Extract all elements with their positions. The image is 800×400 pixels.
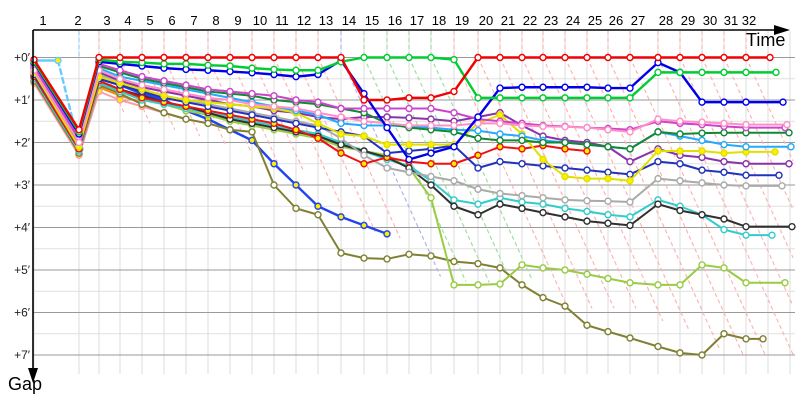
svg-text:14: 14 bbox=[342, 13, 356, 28]
svg-text:+5′: +5′ bbox=[14, 263, 31, 277]
axes bbox=[28, 25, 790, 383]
svg-text:10: 10 bbox=[253, 13, 267, 28]
svg-text:+6′: +6′ bbox=[14, 306, 31, 320]
svg-text:4: 4 bbox=[124, 13, 131, 28]
svg-text:30: 30 bbox=[703, 13, 717, 28]
svg-text:8: 8 bbox=[212, 13, 219, 28]
svg-text:+0′: +0′ bbox=[14, 51, 31, 65]
svg-text:25: 25 bbox=[588, 13, 602, 28]
svg-text:7: 7 bbox=[190, 13, 197, 28]
svg-text:16: 16 bbox=[388, 13, 402, 28]
svg-text:1: 1 bbox=[39, 13, 46, 28]
svg-text:22: 22 bbox=[523, 13, 537, 28]
y-axis-title: Gap bbox=[8, 374, 43, 394]
series-pink bbox=[30, 66, 791, 147]
svg-text:31: 31 bbox=[724, 13, 738, 28]
x-axis-tick-labels: 1 2 3 4 5 6 7 8 9 10 11 12 13 14 15 16 17 18 19 20 21 22 23 24 2… bbox=[39, 13, 756, 28]
svg-text:3: 3 bbox=[103, 13, 110, 28]
svg-text:11: 11 bbox=[275, 13, 289, 28]
svg-text:9: 9 bbox=[234, 13, 241, 28]
series-red bbox=[30, 53, 774, 134]
svg-text:+2′: +2′ bbox=[14, 136, 31, 150]
svg-text:29: 29 bbox=[681, 13, 695, 28]
svg-text:21: 21 bbox=[501, 13, 515, 28]
svg-text:+3′: +3′ bbox=[14, 178, 31, 192]
y-axis-tick-labels: +0′ +1′ +2′ +3′ +4′ +5′ +6′ +7′ bbox=[14, 51, 31, 363]
svg-text:24: 24 bbox=[566, 13, 580, 28]
svg-text:5: 5 bbox=[146, 13, 153, 28]
svg-text:28: 28 bbox=[659, 13, 673, 28]
svg-text:+7′: +7′ bbox=[14, 348, 31, 362]
series-olive bbox=[30, 77, 767, 359]
svg-text:15: 15 bbox=[365, 13, 379, 28]
svg-text:+4′: +4′ bbox=[14, 221, 31, 235]
svg-text:26: 26 bbox=[609, 13, 623, 28]
svg-text:6: 6 bbox=[168, 13, 175, 28]
x-axis-title: Time bbox=[746, 30, 786, 50]
svg-text:18: 18 bbox=[432, 13, 446, 28]
svg-text:13: 13 bbox=[319, 13, 333, 28]
svg-text:20: 20 bbox=[479, 13, 493, 28]
svg-text:12: 12 bbox=[297, 13, 311, 28]
series-yellow bbox=[30, 68, 779, 185]
svg-text:27: 27 bbox=[631, 13, 645, 28]
svg-text:17: 17 bbox=[410, 13, 424, 28]
svg-text:2: 2 bbox=[74, 13, 81, 28]
svg-text:+1′: +1′ bbox=[14, 93, 31, 107]
svg-text:19: 19 bbox=[455, 13, 469, 28]
svg-text:32: 32 bbox=[742, 13, 756, 28]
svg-text:23: 23 bbox=[544, 13, 558, 28]
